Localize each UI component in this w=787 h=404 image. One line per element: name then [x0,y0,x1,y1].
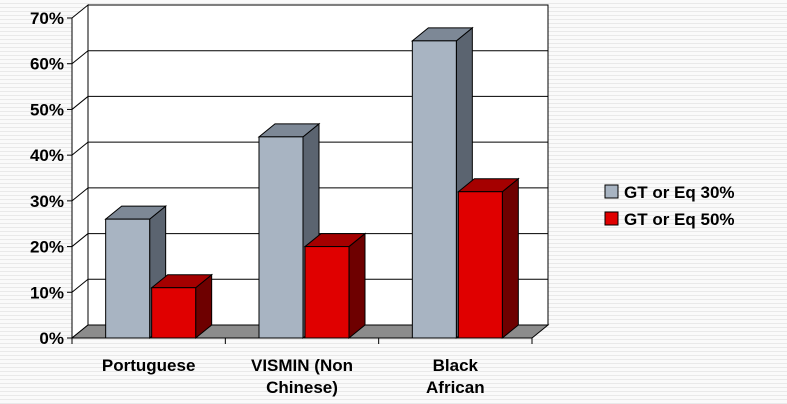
y-tick-label: 40% [30,146,64,165]
legend-swatch-series-1 [604,184,619,199]
bar-side [348,232,366,340]
y-tick-label: 20% [30,238,64,257]
bars [104,26,520,340]
x-tick-label: Black [433,356,479,375]
y-tick-label: 50% [30,100,64,119]
y-tick-label: 70% [30,9,64,28]
gridline-side [71,187,89,202]
bar-series-2 [303,232,367,340]
x-tick-label: Chinese) [266,378,338,397]
bar-series-2 [456,177,520,340]
x-axis-ticks: Portuguese VISMIN (Non Chinese) Black Africa… [102,356,485,397]
legend: GT or Eq 30% GT or Eq 50% [604,183,735,229]
y-tick-label: 0% [39,329,64,348]
x-tick-label: VISMIN (Non [251,356,353,375]
legend-label-series-2: GT or Eq 50% [624,210,735,229]
bar-front [457,191,503,339]
axes [67,17,533,344]
gridline-side [71,141,89,156]
bar-front [258,136,304,339]
side-wall [71,3,89,340]
x-tick-label: African [426,378,485,397]
bar-front [411,40,457,339]
bar-front [304,246,350,339]
bar-side [501,177,519,340]
y-tick-label: 60% [30,55,64,74]
bar-front [151,287,197,339]
gridline-side [71,96,89,110]
gridline-side [71,278,89,293]
y-tick-label: 30% [30,192,64,211]
legend-swatch-series-2 [604,211,619,226]
y-axis-ticks: 0% 10% 20% 30% 40% 50% 60% 70% [30,9,64,348]
bar-front [105,218,151,339]
gridline-side [71,233,89,247]
x-tick-label: Portuguese [102,356,196,375]
bar-series-2 [150,273,214,340]
gridline-side [71,50,89,65]
y-tick-label: 10% [30,283,64,302]
legend-label-series-1: GT or Eq 30% [624,183,735,202]
